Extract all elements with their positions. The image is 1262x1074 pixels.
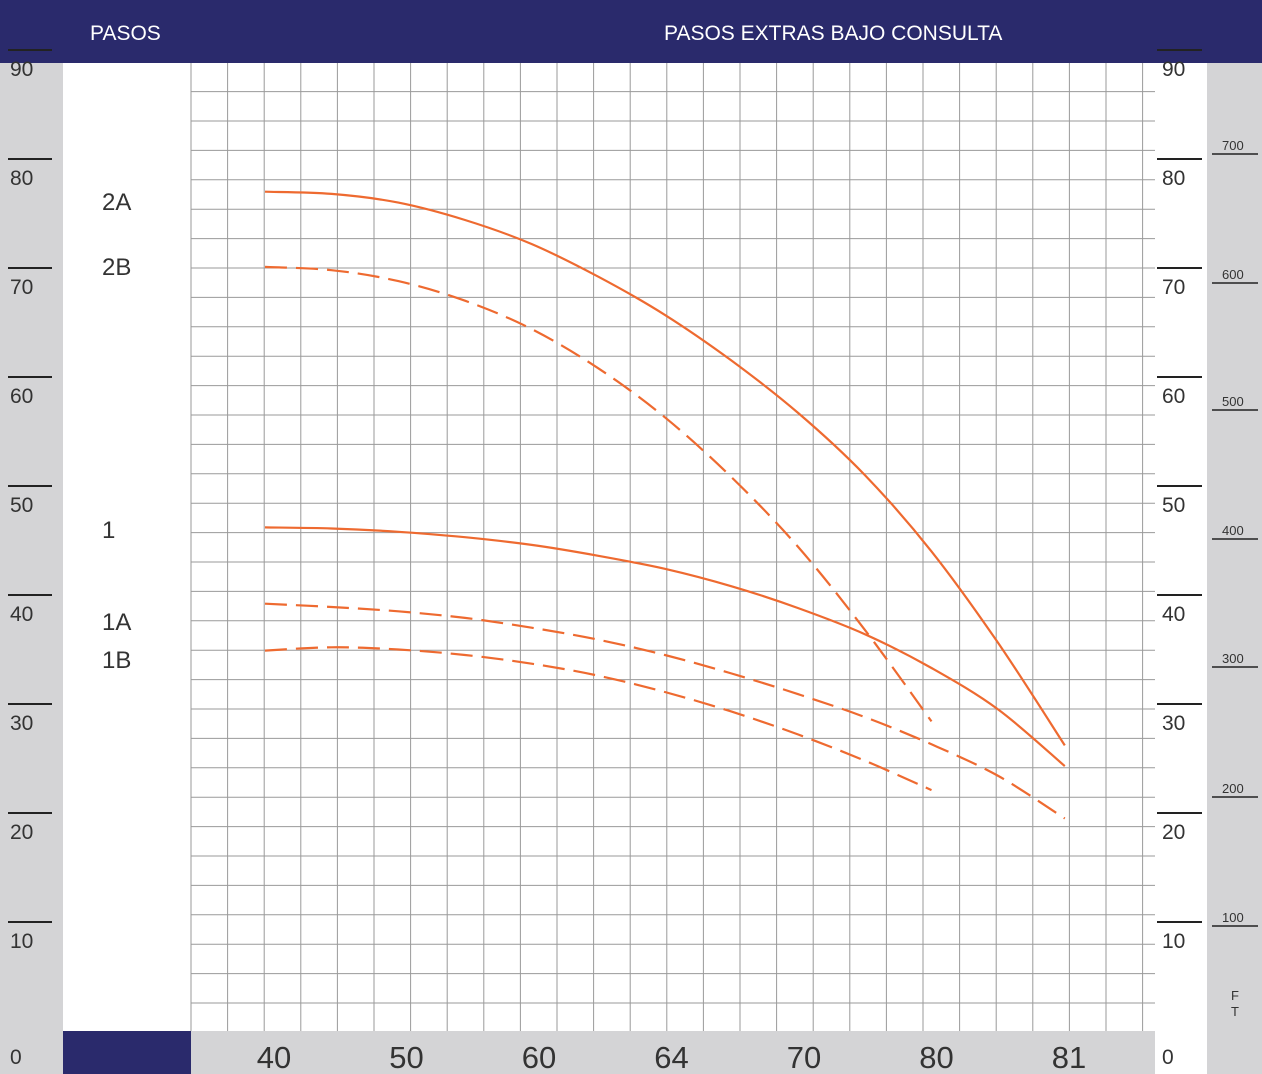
left-tick-label: 40 [10, 603, 33, 626]
series-line-1a [264, 602, 1066, 820]
ft-tick-label: 500 [1222, 394, 1244, 409]
right-tick-label: 20 [1162, 821, 1185, 844]
series-labels: 2A 2B 1 1A 1B [102, 189, 131, 674]
series-line-1b [264, 646, 932, 792]
x-axis: 40 50 60 64 70 80 81 [257, 1040, 1086, 1074]
extra-steps-label: PASOS EXTRAS BAJO CONSULTA [664, 22, 1003, 45]
left-tick-label: 80 [10, 167, 33, 190]
ft-tick-label: 700 [1222, 138, 1244, 153]
left-tick-label: 0 [10, 1046, 22, 1069]
right-tick-label: 0 [1162, 1046, 1174, 1069]
left-tick-label: 10 [10, 930, 33, 953]
x-axis-panel [191, 1031, 1155, 1074]
series-line-2a [264, 190, 1066, 746]
series-curves [264, 190, 1066, 820]
series-label-2a: 2A [102, 189, 131, 216]
right-tick-label: 80 [1162, 167, 1185, 190]
series-label-1b: 1B [102, 647, 131, 674]
series-label-2b: 2B [102, 254, 131, 281]
ft-tick-label: 200 [1222, 781, 1244, 796]
series-line-1 [264, 526, 1066, 767]
left-axis-panel [0, 63, 63, 1074]
right-tick-label: 40 [1162, 603, 1185, 626]
right-tick-label: 70 [1162, 276, 1185, 299]
right-tick-label: 50 [1162, 494, 1185, 517]
series-line-2b [264, 265, 933, 723]
x-tick-label: 80 [919, 1040, 953, 1074]
x-tick-label: 64 [654, 1040, 688, 1074]
left-tick-label: 50 [10, 494, 33, 517]
right-tick-label: 90 [1162, 58, 1185, 81]
x-tick-label: 60 [522, 1040, 556, 1074]
x-tick-label: 70 [787, 1040, 821, 1074]
ft-unit-text: T [1231, 1004, 1239, 1019]
x-axis-corner-block [63, 1031, 191, 1074]
x-tick-label: 50 [389, 1040, 423, 1074]
ft-axis-panel [1207, 63, 1262, 1074]
ft-tick-label: 400 [1222, 523, 1244, 538]
left-tick-label: 60 [10, 385, 33, 408]
left-tick-label: 70 [10, 276, 33, 299]
x-tick-label: 40 [257, 1040, 291, 1074]
left-y-axis: 0 10 20 30 40 50 60 70 80 90 [8, 49, 52, 1069]
right-tick-label: 30 [1162, 712, 1185, 735]
steps-label: PASOS [90, 22, 161, 45]
right-tick-label: 10 [1162, 930, 1185, 953]
ft-unit-label: FT [1231, 988, 1239, 1019]
ft-tick-label: 300 [1222, 651, 1244, 666]
right-tick-label: 60 [1162, 385, 1185, 408]
left-tick-label: 30 [10, 712, 33, 735]
right-y-axis: 0 10 20 30 40 50 60 70 80 90 [1157, 49, 1202, 1069]
series-label-1: 1 [102, 517, 115, 544]
ft-tick-label: 600 [1222, 267, 1244, 282]
ft-y-axis: 100 200 300 400 500 600 700 [1212, 138, 1258, 927]
ft-unit-text: F [1231, 988, 1239, 1003]
left-tick-label: 90 [10, 58, 33, 81]
grid-lines [190, 63, 1155, 1031]
plot-area [191, 63, 1155, 1031]
series-label-1a: 1A [102, 609, 131, 636]
ft-tick-label: 100 [1222, 910, 1244, 925]
right-axis-panel [1155, 63, 1207, 1074]
chart-header: PASOS PASOS EXTRAS BAJO CONSULTA [0, 0, 1262, 63]
left-tick-label: 20 [10, 821, 33, 844]
x-tick-label: 81 [1052, 1040, 1086, 1074]
